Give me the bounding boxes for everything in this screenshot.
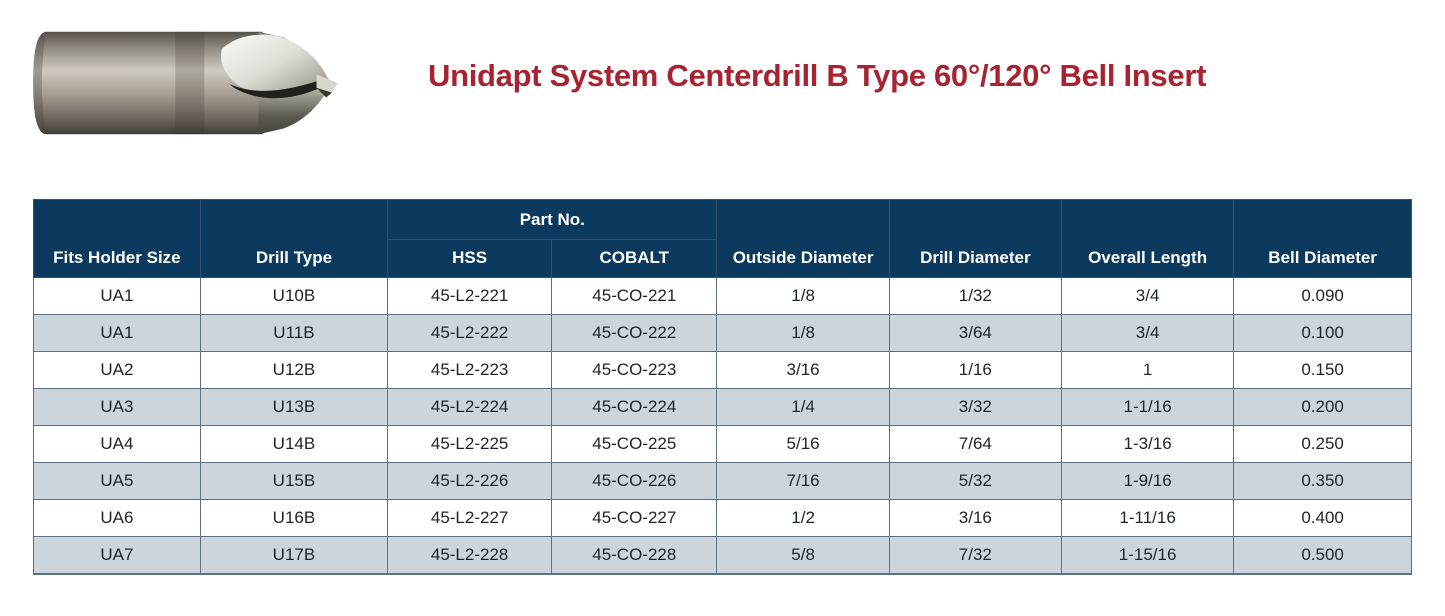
col-header-drill-type: Drill Type	[199, 199, 389, 278]
table-cell: 45-CO-222	[551, 314, 718, 352]
table-cell: 1-3/16	[1060, 425, 1235, 463]
spec-table: Fits Holder Size Drill Type Part No. Out…	[33, 199, 1412, 575]
table-cell: 0.500	[1233, 536, 1412, 574]
table-cell: 1/8	[716, 277, 890, 315]
table-cell: 0.250	[1233, 425, 1412, 463]
table-row: UA1 U10B 45-L2-221 45-CO-221 1/8 1/32 3/4 0.090	[33, 277, 1412, 315]
table-row: UA6 U16B 45-L2-227 45-CO-227 1/2 3/16 1-11/16 0…	[33, 499, 1412, 537]
table-cell: U10B	[199, 277, 389, 315]
table-cell: 0.350	[1233, 462, 1412, 500]
col-header-part-no-group: Part No.	[387, 199, 718, 240]
table-cell: 0.100	[1233, 314, 1412, 352]
centerdrill-product-image	[33, 31, 338, 135]
table-cell: U16B	[199, 499, 389, 537]
table-cell: 45-L2-227	[387, 499, 553, 537]
table-cell: 7/64	[888, 425, 1062, 463]
col-header-cobalt: COBALT	[551, 239, 718, 278]
table-cell: 45-L2-222	[387, 314, 553, 352]
page-title: Unidapt System Centerdrill B Type 60°/12…	[428, 58, 1207, 93]
table-header: Fits Holder Size Drill Type Part No. Out…	[33, 199, 1412, 278]
table-row: UA4 U14B 45-L2-225 45-CO-225 5/16 7/64 1-3/16 0…	[33, 425, 1412, 463]
table-cell: UA4	[33, 425, 201, 463]
table-cell: 3/4	[1060, 277, 1235, 315]
table-cell: 45-CO-223	[551, 351, 718, 389]
table-cell: 45-L2-223	[387, 351, 553, 389]
header-sub-row: HSS COBALT	[34, 239, 1412, 278]
table-cell: 7/16	[716, 462, 890, 500]
table-cell: U15B	[199, 462, 389, 500]
table-cell: 1-9/16	[1060, 462, 1235, 500]
table-row: UA5 U15B 45-L2-226 45-CO-226 7/16 5/32 1-9/16 0…	[33, 462, 1412, 500]
col-header-bell-diameter: Bell Diameter	[1233, 199, 1412, 278]
col-header-outside-diameter: Outside Diameter	[716, 199, 890, 278]
table-cell: 1/16	[888, 351, 1062, 389]
table-row: UA2 U12B 45-L2-223 45-CO-223 3/16 1/16 1 0.150	[33, 351, 1412, 389]
table-row: UA3 U13B 45-L2-224 45-CO-224 1/4 3/32 1-1/16 0.…	[33, 388, 1412, 426]
table-cell: 45-CO-221	[551, 277, 718, 315]
table-cell: 0.090	[1233, 277, 1412, 315]
table-cell: 1-1/16	[1060, 388, 1235, 426]
table-cell: UA5	[33, 462, 201, 500]
table-cell: 45-CO-227	[551, 499, 718, 537]
table-cell: U11B	[199, 314, 389, 352]
table-cell: 0.150	[1233, 351, 1412, 389]
table-cell: 1/4	[716, 388, 890, 426]
table-cell: 0.400	[1233, 499, 1412, 537]
table-cell: 1-15/16	[1060, 536, 1235, 574]
table-cell: U12B	[199, 351, 389, 389]
table-cell: 1	[1060, 351, 1235, 389]
table-cell: UA6	[33, 499, 201, 537]
table-cell: 1/32	[888, 277, 1062, 315]
table-cell: 5/8	[716, 536, 890, 574]
table-cell: U13B	[199, 388, 389, 426]
col-header-fits-holder-size: Fits Holder Size	[33, 199, 201, 278]
table-cell: UA7	[33, 536, 201, 574]
table-cell: 3/4	[1060, 314, 1235, 352]
col-header-hss: HSS	[387, 239, 553, 278]
table-cell: 3/64	[888, 314, 1062, 352]
table-row: UA7 U17B 45-L2-228 45-CO-228 5/8 7/32 1-15/16 0…	[33, 536, 1412, 574]
table-cell: 45-CO-226	[551, 462, 718, 500]
table-cell: UA3	[33, 388, 201, 426]
col-header-drill-diameter: Drill Diameter	[888, 199, 1062, 278]
table-cell: 0.200	[1233, 388, 1412, 426]
table-cell: 1/8	[716, 314, 890, 352]
col-header-overall-length: Overall Length	[1060, 199, 1235, 278]
table-cell: 45-L2-226	[387, 462, 553, 500]
table-cell: UA1	[33, 277, 201, 315]
table-cell: 45-CO-228	[551, 536, 718, 574]
table-cell: 3/16	[888, 499, 1062, 537]
table-cell: U17B	[199, 536, 389, 574]
table-cell: UA2	[33, 351, 201, 389]
table-cell: U14B	[199, 425, 389, 463]
drill-bit-illustration	[33, 31, 338, 135]
header-group-row: Fits Holder Size Drill Type Part No. Out…	[33, 199, 1412, 278]
table-cell: 3/32	[888, 388, 1062, 426]
table-cell: UA1	[33, 314, 201, 352]
table-cell: 5/32	[888, 462, 1062, 500]
table-cell: 45-CO-224	[551, 388, 718, 426]
table-cell: 3/16	[716, 351, 890, 389]
table-cell: 45-L2-221	[387, 277, 553, 315]
table-cell: 45-L2-228	[387, 536, 553, 574]
table-cell: 1-11/16	[1060, 499, 1235, 537]
table-row: UA1 U11B 45-L2-222 45-CO-222 1/8 3/64 3/4 0.100	[33, 314, 1412, 352]
table-cell: 45-CO-225	[551, 425, 718, 463]
table-cell: 7/32	[888, 536, 1062, 574]
table-cell: 1/2	[716, 499, 890, 537]
table-body: UA1 U10B 45-L2-221 45-CO-221 1/8 1/32 3/4 0.090…	[33, 277, 1412, 574]
table-cell: 45-L2-224	[387, 388, 553, 426]
table-cell: 5/16	[716, 425, 890, 463]
table-cell: 45-L2-225	[387, 425, 553, 463]
